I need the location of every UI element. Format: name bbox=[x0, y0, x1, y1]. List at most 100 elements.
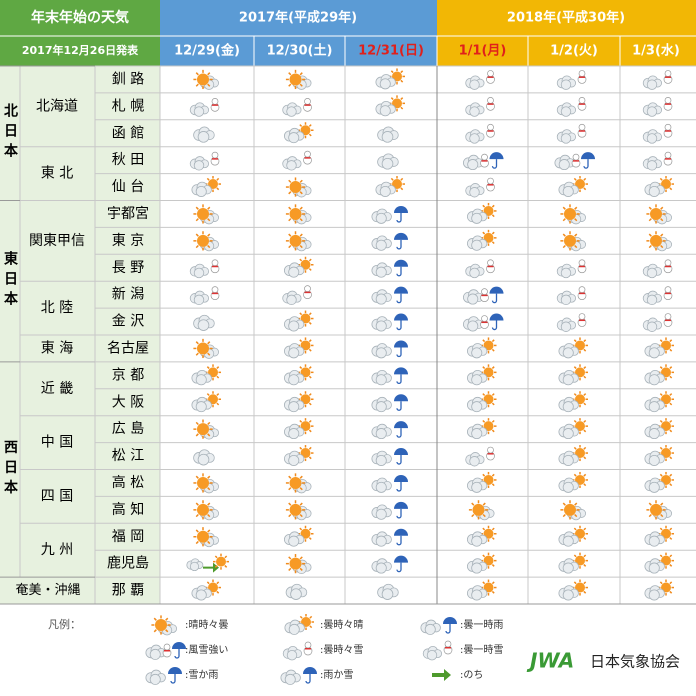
cloud bbox=[648, 428, 660, 440]
scarf bbox=[305, 648, 311, 650]
snowman bbox=[487, 70, 494, 77]
snowman bbox=[481, 153, 488, 161]
sun-ray bbox=[195, 540, 199, 545]
scarf bbox=[665, 319, 671, 322]
cloud bbox=[469, 267, 480, 279]
sun bbox=[289, 476, 302, 489]
sun-ray bbox=[308, 321, 312, 325]
issued: 2017年12月26日発表 bbox=[22, 43, 139, 57]
sun-ray bbox=[648, 513, 652, 518]
sun-ray bbox=[299, 312, 303, 316]
weather-icon bbox=[556, 313, 587, 332]
umbrella-handle bbox=[396, 508, 402, 519]
sun bbox=[289, 73, 302, 86]
sun bbox=[564, 207, 576, 220]
snowman bbox=[487, 177, 494, 185]
weather-icon bbox=[282, 97, 312, 117]
scarf bbox=[579, 265, 585, 268]
sun-ray bbox=[482, 502, 486, 506]
sun-ray bbox=[482, 473, 486, 477]
cloud bbox=[562, 347, 574, 359]
umbrella-handle bbox=[396, 347, 402, 358]
sun-ray bbox=[471, 502, 475, 506]
umbrella bbox=[394, 394, 408, 402]
sun-ray bbox=[574, 233, 578, 237]
sun-ray bbox=[308, 419, 312, 423]
weather-icon bbox=[644, 471, 674, 493]
weather-icon bbox=[371, 528, 408, 547]
sun-ray bbox=[491, 554, 495, 558]
sun-ray bbox=[491, 393, 495, 396]
sun-ray bbox=[288, 218, 292, 222]
year: 2017年(平成29年) bbox=[239, 10, 357, 26]
sun-ray bbox=[400, 97, 404, 100]
weather-icon bbox=[371, 394, 408, 413]
sun-ray bbox=[195, 341, 199, 345]
weather-icon bbox=[145, 642, 186, 660]
sun-ray bbox=[482, 419, 486, 423]
sun-ray bbox=[207, 352, 211, 356]
cloud bbox=[646, 267, 658, 279]
cloud bbox=[379, 185, 391, 197]
sun-ray bbox=[669, 483, 673, 487]
weather-icon bbox=[642, 259, 673, 279]
weather-icon bbox=[375, 95, 405, 117]
legend-item: :風雪強い bbox=[185, 643, 228, 656]
arrow bbox=[203, 562, 219, 573]
sun-ray bbox=[216, 375, 220, 379]
sun-ray bbox=[573, 366, 577, 369]
weather-icon bbox=[466, 337, 497, 359]
snowman bbox=[664, 259, 672, 267]
subregion: 九 州 bbox=[41, 542, 73, 558]
cloud bbox=[471, 562, 483, 574]
weather-icon bbox=[644, 418, 674, 440]
cloud bbox=[288, 428, 300, 440]
sun-ray bbox=[482, 527, 486, 531]
cloud bbox=[290, 588, 302, 600]
weather-icon bbox=[193, 500, 220, 521]
weather-icon bbox=[371, 367, 408, 386]
sun-ray bbox=[659, 473, 663, 477]
legend-item: :曇時々雪 bbox=[320, 644, 363, 656]
scarf bbox=[304, 157, 311, 159]
sun-ray bbox=[299, 72, 303, 76]
sun bbox=[289, 557, 302, 570]
snowman bbox=[211, 151, 219, 159]
sun-ray bbox=[583, 402, 587, 406]
sun-ray bbox=[471, 513, 475, 518]
cloud bbox=[381, 588, 394, 600]
umbrella bbox=[168, 667, 182, 674]
sun-ray bbox=[669, 527, 673, 531]
weather-icon bbox=[284, 614, 314, 635]
sun-ray bbox=[669, 554, 673, 558]
sun-ray bbox=[309, 625, 313, 629]
sun-ray bbox=[669, 590, 673, 594]
weather-icon bbox=[371, 448, 408, 466]
cloud bbox=[381, 157, 394, 170]
sun-ray bbox=[299, 419, 303, 423]
sun-ray bbox=[583, 581, 587, 585]
cloud bbox=[471, 239, 483, 251]
sun-ray bbox=[491, 473, 495, 477]
weather-icon bbox=[282, 150, 312, 171]
umbrella-handle bbox=[305, 674, 311, 684]
snowman bbox=[487, 123, 494, 131]
weather-icon bbox=[556, 70, 587, 90]
cloud bbox=[560, 133, 572, 144]
logo-text: 日本気象協会 bbox=[590, 653, 680, 671]
sun-ray bbox=[583, 339, 587, 343]
sun-ray bbox=[390, 177, 394, 181]
weather-icon bbox=[465, 70, 495, 90]
subregion: 北海道 bbox=[36, 98, 78, 114]
weather-icon bbox=[466, 471, 497, 493]
weather-icon bbox=[285, 583, 308, 600]
sun-ray bbox=[482, 513, 486, 518]
sun-ray bbox=[224, 565, 228, 568]
weather-icon bbox=[462, 313, 504, 332]
umbrella bbox=[489, 152, 504, 160]
sun-ray bbox=[669, 419, 673, 423]
weather-icon bbox=[466, 391, 497, 413]
sun bbox=[155, 619, 167, 631]
weather-icon bbox=[558, 391, 588, 413]
weather-icon bbox=[466, 525, 497, 547]
